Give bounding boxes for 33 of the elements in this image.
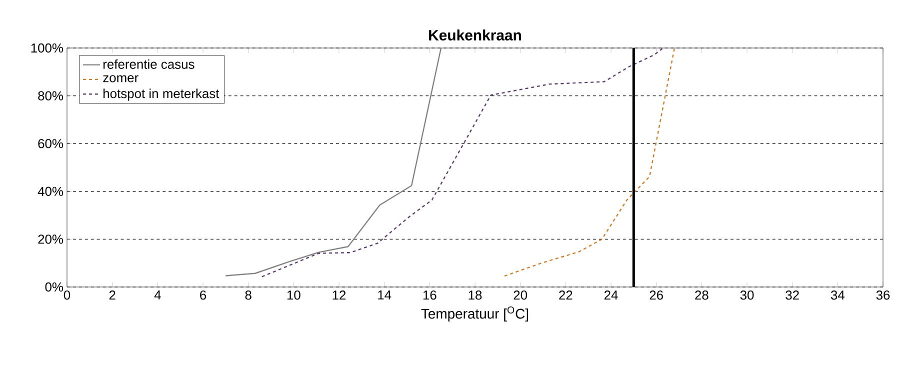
x-tick-label: 34: [830, 290, 845, 300]
x-tick-label: 36: [876, 290, 890, 300]
y-tick-label: 100%: [31, 43, 64, 53]
chart-title: Keukenkraan: [429, 30, 521, 40]
y-tick-label: 0%: [45, 282, 64, 292]
line-series: [261, 48, 664, 278]
y-tick-label: 60%: [38, 139, 64, 148]
legend-label: zomer: [103, 75, 138, 82]
x-tick-label: 16: [423, 290, 436, 300]
x-tick-label: 24: [604, 290, 618, 300]
line-series: [225, 48, 442, 276]
x-tick-label: 12: [332, 290, 346, 300]
legend-label: referentie casus: [103, 59, 194, 69]
x-tick-label: 32: [786, 290, 799, 300]
y-tick-label: 80%: [38, 91, 64, 100]
x-tick-label: 10: [287, 290, 300, 300]
x-tick-label: 4: [154, 290, 161, 300]
x-tick-label: 22: [559, 290, 572, 300]
x-tick-label: 28: [695, 290, 708, 300]
x-tick-label: 14: [378, 290, 392, 300]
x-tick-label: 20: [514, 290, 528, 300]
y-tick-label: 40%: [38, 186, 64, 196]
x-axis-title: Temperatuur [$^{O}$C]: [421, 306, 528, 322]
x-tick-label: 8: [245, 290, 252, 300]
x-tick-label: 18: [468, 290, 482, 300]
x-tick-label: 26: [650, 290, 663, 300]
y-tick-label: 20%: [38, 234, 64, 244]
line-series: [504, 48, 676, 277]
legend-label: hotspot in meterkast: [104, 88, 220, 101]
x-tick-label: 2: [109, 290, 116, 300]
x-tick-label: 30: [740, 290, 754, 300]
x-tick-label: 0: [64, 290, 70, 300]
x-tick-label: 6: [200, 290, 206, 300]
